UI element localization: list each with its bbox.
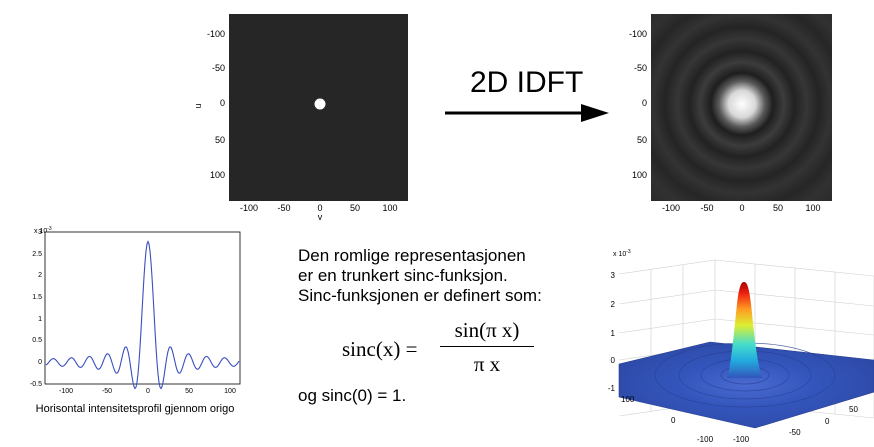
sinc-zero-note: og sinc(0) = 1. <box>298 386 407 405</box>
exponent-label: x 10-3 <box>34 226 52 235</box>
x-tick: 50 <box>350 203 360 213</box>
x-tick: -100 <box>240 203 258 213</box>
y-tick: 100 <box>210 170 225 180</box>
y-tick: -50 <box>212 63 225 73</box>
formula-lhs: sinc(x) = <box>342 337 418 361</box>
surface-floor <box>618 341 874 429</box>
x-tick: -50 <box>700 203 713 213</box>
description-line-1: Den romlige representasjonen <box>298 246 526 265</box>
x-tick: 100 <box>805 203 820 213</box>
y-tick: -100 <box>629 29 647 39</box>
axis-tick: -100 <box>697 435 714 444</box>
y-tick: 100 <box>632 170 647 180</box>
right-x-ticks: -100 -50 0 50 100 <box>662 203 821 213</box>
intensity-profile-plot: x 10-3 3 2.5 2 1.5 1 0.5 0 -0.5 -100 -50… <box>30 226 241 395</box>
spatial-domain-image: -100 -50 0 50 100 -100 -50 0 50 100 <box>629 14 832 213</box>
description-line-2: er en trunkert sinc-funksjon. <box>298 266 508 285</box>
z-tick: 1 <box>611 329 616 338</box>
y-tick: 0.5 <box>32 337 42 344</box>
y-axis-label: u <box>195 103 203 108</box>
axis-tick: 0 <box>671 416 676 425</box>
x-tick: -50 <box>277 203 290 213</box>
x-tick: 0 <box>739 203 744 213</box>
arrow-label: 2D IDFT <box>470 66 584 99</box>
formula-numerator: sin(π x) <box>454 318 520 342</box>
y-tick: 2 <box>38 272 42 279</box>
x-tick: 50 <box>185 388 193 395</box>
z-tick: 0 <box>611 356 616 365</box>
profile-curve <box>45 240 240 390</box>
x-tick: 100 <box>224 388 236 395</box>
surface-plot-3d: x 10-3 3 2 1 0 -1 100 0 -100 <box>608 249 874 444</box>
surface-left-axis-ticks: 100 0 -100 <box>621 395 714 444</box>
x-tick: 50 <box>773 203 783 213</box>
right-y-ticks: -100 -50 0 50 100 <box>629 29 647 180</box>
y-tick: 0 <box>642 98 647 108</box>
x-tick: -100 <box>59 388 73 395</box>
y-tick: -100 <box>207 29 225 39</box>
y-tick: 1 <box>38 316 42 323</box>
sinc-pattern <box>651 14 832 201</box>
x-tick: 100 <box>382 203 397 213</box>
left-x-ticks: -100 -50 0 50 100 <box>240 203 398 213</box>
y-tick: -0.5 <box>30 381 42 388</box>
y-tick: 0 <box>38 359 42 366</box>
x-tick: -50 <box>102 388 112 395</box>
y-tick: 2.5 <box>32 251 42 258</box>
z-tick: 2 <box>611 300 616 309</box>
exponent-label: x 10-3 <box>613 249 631 258</box>
x-axis-label: v <box>318 212 323 222</box>
z-tick: 3 <box>611 271 616 280</box>
y-tick: 3 <box>38 229 42 236</box>
profile-caption: Horisontal intensitetsprofil gjennom ori… <box>35 403 235 415</box>
description-line-3: Sinc-funksjonen er definert som: <box>298 286 542 305</box>
profile-y-ticks: 3 2.5 2 1.5 1 0.5 0 -0.5 <box>30 229 42 388</box>
y-tick: 0 <box>220 98 225 108</box>
axis-tick: 100 <box>621 395 635 404</box>
arrow-icon <box>445 104 609 122</box>
surface-peak <box>727 282 763 378</box>
left-y-ticks: -100 -50 0 50 100 <box>207 29 225 180</box>
surface-z-ticks: 3 2 1 0 -1 <box>608 271 616 393</box>
z-tick: -1 <box>608 384 616 393</box>
axis-tick: -100 <box>733 435 750 444</box>
axis-tick: -50 <box>789 428 801 437</box>
axis-tick: 50 <box>849 405 858 414</box>
y-tick: 50 <box>637 135 647 145</box>
frequency-domain-image: -100 -50 0 50 100 u -100 -50 0 50 100 v <box>195 14 408 222</box>
y-tick: -50 <box>634 63 647 73</box>
profile-x-ticks: -100 -50 0 50 100 <box>59 388 236 395</box>
y-tick: 50 <box>215 135 225 145</box>
x-tick: -100 <box>662 203 680 213</box>
surface-right-axis-ticks: -100 -50 0 50 <box>733 405 858 444</box>
formula-denominator: π x <box>473 352 501 376</box>
x-tick: 0 <box>317 203 322 213</box>
axis-tick: 0 <box>825 417 830 426</box>
fraction-bar <box>440 346 534 347</box>
y-tick: 1.5 <box>32 294 42 301</box>
center-disk <box>314 98 326 110</box>
x-tick: 0 <box>146 388 150 395</box>
